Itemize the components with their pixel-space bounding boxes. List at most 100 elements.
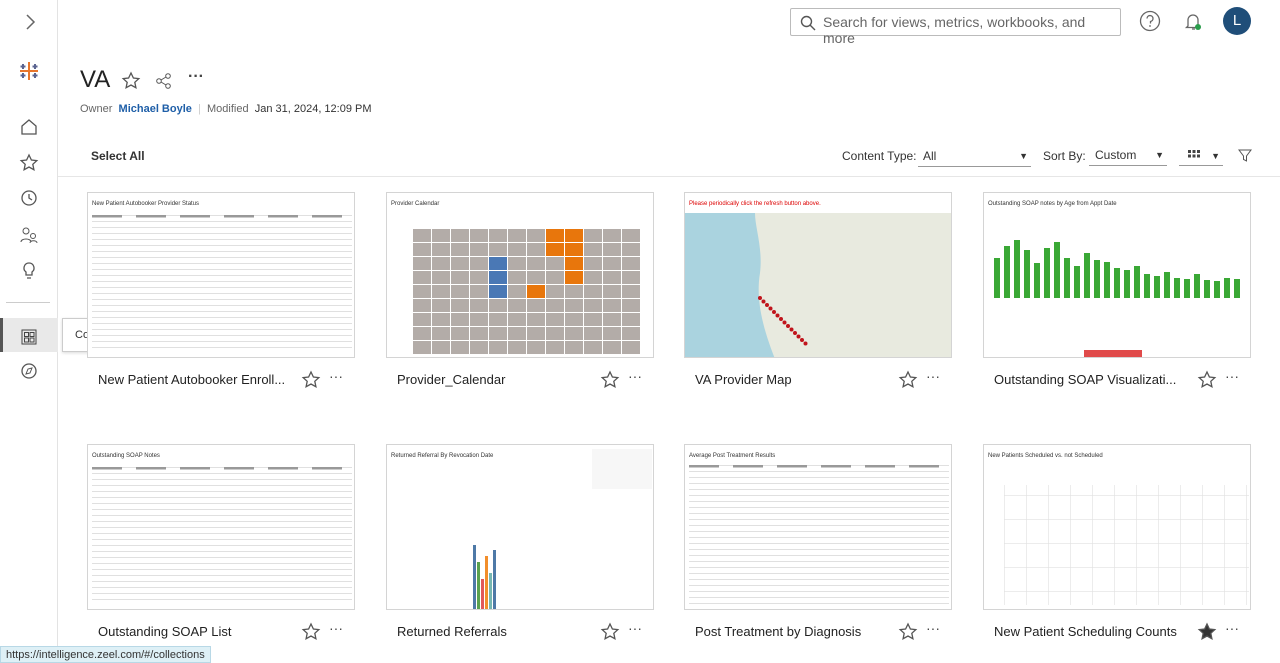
notifications-icon[interactable] <box>1183 11 1205 33</box>
thumb-cell <box>489 285 507 298</box>
workbook-card[interactable]: Average Post Treatment Results Post Treat… <box>684 444 952 640</box>
thumb-cell <box>180 215 210 218</box>
thumb-cell <box>432 271 450 284</box>
thumb-cell <box>821 465 851 468</box>
thumb-row <box>92 299 352 300</box>
thumb-cell <box>689 465 719 468</box>
thumb-row <box>92 527 352 528</box>
logo[interactable] <box>17 59 41 83</box>
thumb-cell <box>508 257 526 270</box>
content-type-select[interactable]: All ▼ <box>918 149 1031 167</box>
thumb-row <box>92 335 352 336</box>
sort-by-select[interactable]: Custom ▼ <box>1089 148 1167 166</box>
thumb-bar <box>1174 278 1180 298</box>
thumb-cell <box>489 299 507 312</box>
thumb-cell <box>565 299 583 312</box>
more-actions[interactable]: ··· <box>1225 620 1239 636</box>
workbook-card[interactable]: Outstanding SOAP notes by Age from Appt … <box>983 192 1251 388</box>
thumb-cell <box>136 467 166 470</box>
thumb-cell <box>432 299 450 312</box>
favorite-star[interactable] <box>600 622 620 642</box>
thumb-cell <box>413 341 431 354</box>
avatar[interactable]: L <box>1223 7 1251 35</box>
expand-icon[interactable] <box>19 12 39 32</box>
more-button[interactable]: ··· <box>188 68 204 85</box>
more-actions[interactable]: ··· <box>628 368 642 384</box>
thumb-cell <box>546 285 564 298</box>
workbook-card[interactable]: New Patients Scheduled vs. not Scheduled… <box>983 444 1251 640</box>
thumb-cell <box>584 299 602 312</box>
page-meta: Owner Michael Boyle | Modified Jan 31, 2… <box>80 103 372 115</box>
thumb-cell <box>413 229 431 242</box>
thumb-cell <box>312 467 342 470</box>
thumb-cell <box>622 257 640 270</box>
thumb-cell <box>603 271 621 284</box>
owner-link[interactable]: Michael Boyle <box>118 103 192 115</box>
thumb-cell <box>565 229 583 242</box>
thumb-cell <box>565 327 583 340</box>
thumb-row <box>689 465 949 466</box>
thumb-cell <box>451 257 469 270</box>
item-name: Outstanding SOAP Visualizati... <box>994 372 1177 387</box>
thumb-cell <box>508 299 526 312</box>
thumb-grid <box>1246 485 1247 605</box>
thumb-row <box>92 293 352 294</box>
thumb-bar <box>1224 278 1230 298</box>
more-actions[interactable]: ··· <box>1225 368 1239 384</box>
filter-button[interactable] <box>1238 149 1252 163</box>
favorite-star[interactable] <box>301 622 321 642</box>
thumb-row <box>92 479 352 480</box>
thumb-map-point <box>782 320 787 325</box>
thumb-row <box>689 501 949 502</box>
thumb-grid <box>1114 485 1115 605</box>
thumb-map-point <box>800 338 804 342</box>
thumb-cell <box>508 327 526 340</box>
workbook-card[interactable]: Please periodically click the refresh bu… <box>684 192 952 388</box>
recommendations-icon[interactable] <box>19 261 39 281</box>
help-icon[interactable] <box>1139 10 1161 32</box>
workbook-card[interactable]: New Patient Autobooker Provider Status Ne… <box>87 192 355 388</box>
thumb-cell <box>470 271 488 284</box>
thumb-row <box>689 525 949 526</box>
share-button[interactable] <box>155 72 173 90</box>
collections-active[interactable] <box>0 318 58 352</box>
thumb-map-point <box>796 334 801 339</box>
search-box[interactable]: Search for views, metrics, workbooks, an… <box>790 8 1121 46</box>
workbook-card[interactable]: Outstanding SOAP Notes Outstanding SOAP L… <box>87 444 355 640</box>
star-shape <box>600 370 620 388</box>
favorite-star[interactable] <box>898 370 918 390</box>
thumb-grid <box>1048 485 1049 605</box>
recents-icon[interactable] <box>19 188 39 208</box>
more-actions[interactable]: ··· <box>628 620 642 636</box>
sort-by-value: Custom <box>1095 148 1137 162</box>
favorite-star[interactable] <box>301 370 321 390</box>
favorite-star[interactable] <box>898 622 918 642</box>
favorites-icon[interactable] <box>19 153 39 173</box>
thumb-cell <box>584 313 602 326</box>
home-icon[interactable] <box>19 117 39 137</box>
select-all[interactable]: Select All <box>91 149 145 163</box>
workbook-card[interactable]: Returned Referral By Revocation Date Retu… <box>386 444 654 640</box>
grid-icon <box>1188 150 1200 158</box>
thumb-cell <box>622 285 640 298</box>
shared-icon[interactable] <box>19 225 39 245</box>
collections-icon[interactable] <box>19 327 39 347</box>
thumb-cell <box>413 257 431 270</box>
favorite-button[interactable] <box>121 71 141 91</box>
view-toggle[interactable]: ▼ <box>1179 148 1223 166</box>
more-actions[interactable]: ··· <box>329 620 343 636</box>
thumb-grid <box>1004 543 1249 544</box>
explore-icon[interactable] <box>19 361 39 381</box>
thumb-cell <box>432 257 450 270</box>
favorite-star[interactable] <box>1197 622 1217 642</box>
thumb-cell <box>527 285 545 298</box>
thumb-cell <box>451 299 469 312</box>
content-type-label: Content Type: <box>842 149 917 163</box>
favorite-star[interactable] <box>600 370 620 390</box>
thumb-bar <box>1204 280 1210 298</box>
more-actions[interactable]: ··· <box>926 620 940 636</box>
favorite-star[interactable] <box>1197 370 1217 390</box>
workbook-card[interactable]: Provider Calendar Provider_Calendar ··· <box>386 192 654 388</box>
more-actions[interactable]: ··· <box>329 368 343 384</box>
more-actions[interactable]: ··· <box>926 368 940 384</box>
